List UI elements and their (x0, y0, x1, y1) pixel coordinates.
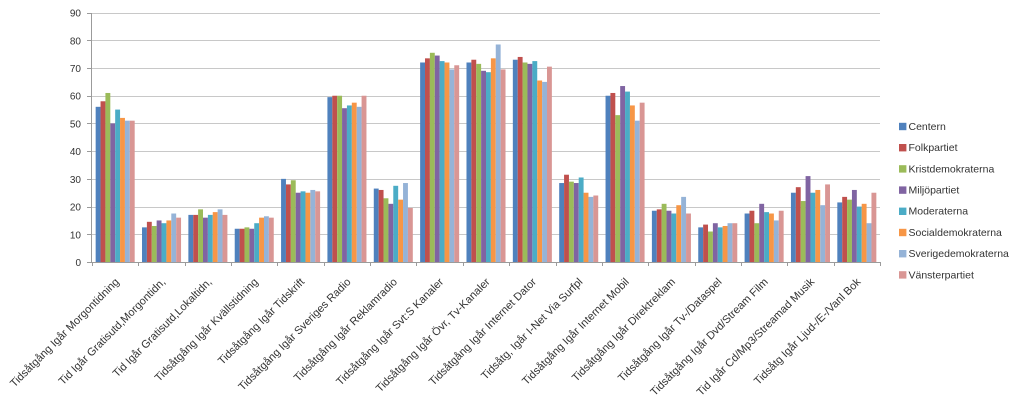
svg-text:40: 40 (70, 147, 82, 158)
svg-text:10: 10 (70, 230, 82, 241)
svg-text:Moderaterna: Moderaterna (909, 206, 969, 218)
svg-text:70: 70 (70, 64, 82, 75)
svg-text:Sverigedemokraterna: Sverigedemokraterna (909, 248, 1010, 260)
svg-text:Kristdemokraterna: Kristdemokraterna (909, 163, 995, 175)
svg-text:0: 0 (75, 258, 81, 269)
svg-text:Vänsterpartiet: Vänsterpartiet (909, 269, 974, 281)
svg-text:Folkpartiet: Folkpartiet (909, 142, 958, 154)
svg-text:50: 50 (70, 120, 82, 131)
svg-text:90: 90 (70, 9, 82, 20)
svg-text:Miljöpartiet: Miljöpartiet (909, 185, 960, 197)
svg-text:30: 30 (70, 175, 82, 186)
svg-text:60: 60 (70, 92, 82, 103)
svg-text:Centern: Centern (909, 121, 947, 133)
svg-text:Socialdemokraterna: Socialdemokraterna (909, 227, 1003, 239)
svg-text:20: 20 (70, 203, 82, 214)
svg-text:80: 80 (70, 36, 82, 47)
